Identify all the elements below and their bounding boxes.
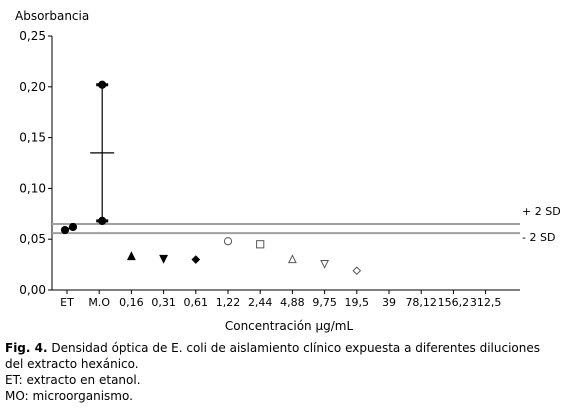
chart-labels: 0,00 0,05 0,10 0,15 0,20 0,25 ET M.O 0,16 0,31 0,6…: [15, 9, 561, 333]
data-point: [191, 255, 201, 264]
x-tick-label: 312,5: [470, 296, 502, 309]
x-tick-label: 9,75: [312, 296, 337, 309]
data-point: [159, 254, 169, 264]
x-tick-label: 0,31: [151, 296, 176, 309]
data-point: [352, 266, 362, 276]
data-point: [256, 240, 265, 249]
axes: [48, 35, 520, 294]
x-tick-label: ET: [60, 296, 74, 309]
x-axis-title: Concentración µg/mL: [225, 319, 354, 333]
data-point: [287, 254, 297, 264]
caption-fig-label: Fig. 4.: [5, 341, 48, 355]
caption-line-3: ET: extracto en etanol.: [5, 373, 141, 387]
x-tick-label: 19,5: [345, 296, 370, 309]
y-tick-label: 0,15: [19, 131, 46, 145]
data-point: [223, 237, 233, 246]
x-tick-label: M.O: [88, 296, 110, 309]
x-tick-label: 156,2: [438, 296, 470, 309]
y-tick-label: 0,00: [19, 283, 46, 297]
absorbance-chart: 0,00 0,05 0,10 0,15 0,20 0,25 ET M.O 0,16 0,31 0,6…: [15, 9, 561, 333]
x-tick-label: 39: [382, 296, 396, 309]
data-point: [320, 259, 330, 269]
data-point-mo: [98, 80, 107, 89]
data-point-et: [68, 222, 78, 232]
caption-line-1: Fig. 4. Densidad óptica de E. coli de ai…: [5, 340, 570, 356]
reference-line-label: + 2 SD: [522, 205, 561, 218]
data-marks: [60, 80, 362, 276]
figure-caption: Fig. 4. Densidad óptica de E. coli de ai…: [5, 340, 570, 404]
y-tick-label: 0,10: [19, 181, 46, 195]
x-tick-label: 0,61: [184, 296, 209, 309]
data-point-et: [60, 225, 70, 235]
reference-line-label: - 2 SD: [522, 231, 555, 244]
x-tick-label: 1,22: [216, 296, 241, 309]
caption-line-4: MO: microorganismo.: [5, 389, 133, 403]
y-axis-title: Absorbancia: [15, 9, 89, 23]
y-tick-label: 0,20: [19, 80, 46, 94]
caption-line-2: del extracto hexánico.: [5, 357, 139, 371]
reference-lines: [52, 222, 520, 235]
data-point: [126, 251, 136, 261]
x-tick-label: 0,16: [119, 296, 144, 309]
y-tick-label: 0,25: [19, 29, 46, 43]
x-tick-label: 4,88: [280, 296, 305, 309]
data-point-mo: [98, 216, 107, 226]
x-tick-label: 2,44: [248, 296, 273, 309]
x-tick-label: 78,12: [405, 296, 437, 309]
y-tick-label: 0,05: [19, 232, 46, 246]
caption-text-1: Densidad óptica de E. coli de aislamient…: [47, 341, 541, 355]
